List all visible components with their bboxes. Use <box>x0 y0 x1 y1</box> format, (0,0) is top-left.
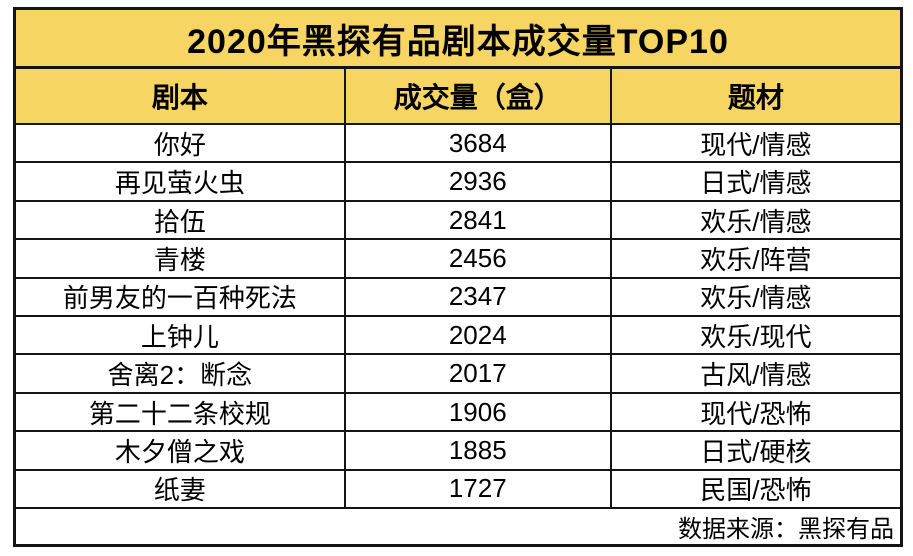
table-row: 再见萤火虫 2936 日式/情感 <box>16 163 900 202</box>
cell-script: 上钟儿 <box>16 317 346 354</box>
cell-script: 纸妻 <box>16 470 346 508</box>
cell-script: 拾伍 <box>16 201 346 239</box>
cell-volume: 2024 <box>346 317 612 354</box>
table-row: 拾伍 2841 欢乐/情感 <box>16 201 900 241</box>
cell-volume: 2841 <box>346 201 612 239</box>
cell-script: 舍离2：断念 <box>16 355 346 392</box>
cell-volume: 1885 <box>346 432 612 469</box>
cell-genre: 日式/硬核 <box>700 436 812 467</box>
cell-script: 你好 <box>16 125 346 162</box>
table-row: 第二十二条校规 1906 现代/恐怖 <box>16 393 900 433</box>
cell-genre: 日式/情感 <box>700 168 812 199</box>
cell-script: 前男友的一百种死法 <box>16 278 346 316</box>
column-header-volume: 成交量（盒） <box>346 69 612 123</box>
cell-script: 第二十二条校规 <box>16 393 346 431</box>
cell-genre: 古风/情感 <box>700 360 812 391</box>
cell-script: 再见萤火虫 <box>16 163 346 200</box>
cell-script: 青楼 <box>16 240 346 277</box>
cell-volume: 2456 <box>346 240 612 277</box>
cell-genre: 现代/恐怖 <box>700 398 812 429</box>
cell-genre: 欢乐/现代 <box>700 321 812 352</box>
cell-volume: 1727 <box>346 470 612 508</box>
column-header-genre: 题材 <box>727 82 784 113</box>
table-row: 舍离2：断念 2017 古风/情感 <box>16 355 900 394</box>
table-row: 上钟儿 2024 欢乐/现代 <box>16 317 900 356</box>
cell-script: 木夕僧之戏 <box>16 432 346 469</box>
ranking-table: 2020年黑探有品剧本成交量TOP10 剧本 成交量（盒） 题材 你好 3684… <box>13 7 903 547</box>
column-header-script: 剧本 <box>16 69 346 123</box>
cell-genre: 欢乐/情感 <box>700 206 812 237</box>
table-row: 青楼 2456 欢乐/阵营 <box>16 240 900 279</box>
table-row: 木夕僧之戏 1885 日式/硬核 <box>16 432 900 471</box>
table-row: 纸妻 1727 民国/恐怖 <box>16 470 900 510</box>
cell-genre: 欢乐/情感 <box>700 283 812 314</box>
table-row: 前男友的一百种死法 2347 欢乐/情感 <box>16 278 900 318</box>
cell-volume: 2017 <box>346 355 612 392</box>
data-source-label: 数据来源：黑探有品 <box>678 516 894 544</box>
table-title: 2020年黑探有品剧本成交量TOP10 <box>16 10 900 69</box>
cell-genre: 欢乐/阵营 <box>700 244 812 275</box>
cell-volume: 1906 <box>346 393 612 431</box>
table-row: 你好 3684 现代/情感 <box>16 125 900 164</box>
cell-genre: 现代/情感 <box>700 129 812 160</box>
cell-volume: 3684 <box>346 125 612 162</box>
cell-volume: 2936 <box>346 163 612 200</box>
cell-volume: 2347 <box>346 278 612 316</box>
source-row: 数据来源：黑探有品 <box>16 509 900 545</box>
cell-genre: 民国/恐怖 <box>700 475 812 506</box>
header-row: 剧本 成交量（盒） 题材 <box>16 69 900 125</box>
